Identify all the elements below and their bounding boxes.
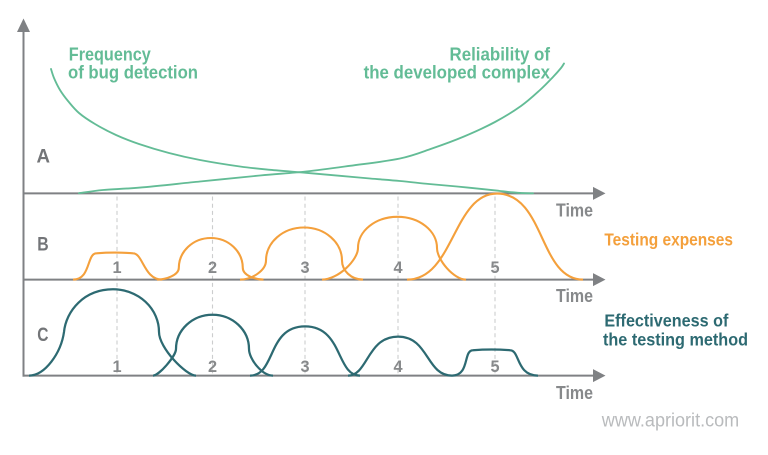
svg-text:Effectiveness of: Effectiveness of [604, 311, 728, 331]
svg-text:Time: Time [556, 201, 593, 221]
svg-text:5: 5 [490, 259, 499, 277]
svg-text:3: 3 [300, 259, 309, 277]
svg-text:the developed complex: the developed complex [364, 61, 551, 82]
svg-text:4: 4 [393, 259, 402, 277]
svg-text:Testing expenses: Testing expenses [604, 230, 733, 250]
svg-text:5: 5 [490, 358, 499, 376]
svg-text:Time: Time [556, 383, 593, 403]
svg-text:C: C [37, 325, 48, 346]
svg-text:A: A [37, 146, 51, 167]
svg-text:3: 3 [300, 358, 309, 376]
svg-text:2: 2 [208, 358, 217, 376]
svg-text:1: 1 [112, 358, 121, 376]
svg-text:Time: Time [556, 286, 593, 306]
svg-text:the testing method: the testing method [603, 329, 748, 349]
svg-text:1: 1 [112, 259, 121, 277]
svg-text:Frequency: Frequency [69, 44, 152, 65]
svg-text:B: B [37, 234, 48, 255]
svg-text:of bug detection: of bug detection [68, 61, 198, 82]
svg-text:2: 2 [208, 259, 217, 277]
svg-text:4: 4 [393, 358, 402, 376]
svg-text:www.apriorit.com: www.apriorit.com [601, 411, 739, 432]
svg-text:Reliability of: Reliability of [450, 44, 551, 65]
